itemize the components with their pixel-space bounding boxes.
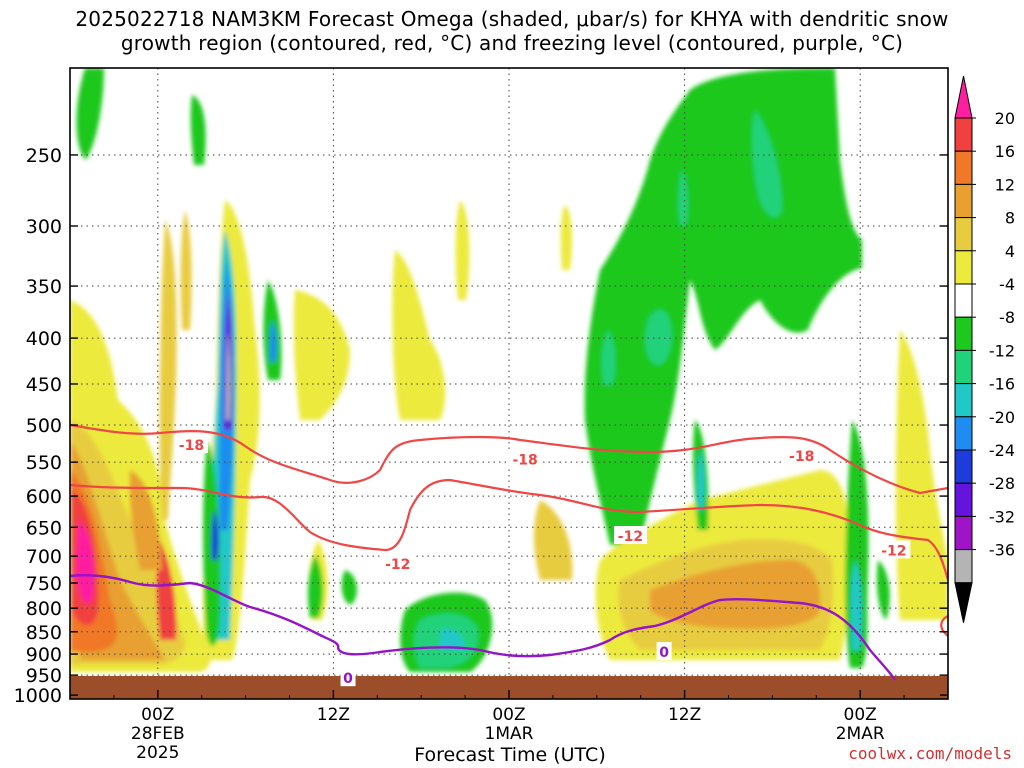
y-tick-label: 800: [26, 598, 62, 620]
contour-label-bg: [381, 553, 415, 572]
contour-minus-18: [70, 423, 948, 495]
contour-label: -18: [789, 449, 814, 465]
colorbar-segment: [954, 449, 973, 484]
x-tick-label: 12Z: [668, 705, 701, 725]
y-tick-label: 850: [26, 622, 62, 644]
contour-label: -12: [385, 557, 410, 573]
colorbar-segment: [954, 549, 973, 584]
contour-label: -12: [618, 529, 643, 545]
y-tick-label: 300: [26, 216, 62, 238]
x-axis-label: Forecast Time (UTC): [414, 744, 606, 766]
contour-label-bg: [877, 540, 911, 559]
colorbar-top-arrow: [954, 75, 973, 119]
x-tick-label: 00Z: [141, 705, 174, 725]
x-tick-label: 1MAR: [485, 724, 534, 744]
colorbar-label: 8: [1005, 209, 1015, 228]
colorbar-label: 4: [1005, 242, 1015, 261]
colorbar-segment: [954, 250, 973, 285]
contour-label-bg: [656, 642, 672, 661]
colorbar-segment: [954, 316, 973, 351]
x-tick-label: 28FEB: [131, 724, 185, 744]
y-tick-label: 600: [26, 486, 62, 508]
ground-strip: [70, 676, 948, 699]
y-tick-label: 950: [26, 665, 62, 687]
colorbar-segment: [954, 482, 973, 517]
y-tick-label: 700: [26, 546, 62, 568]
colorbar-segment: [954, 515, 973, 551]
contour-label-bg: [174, 435, 208, 454]
contour-label: 0: [659, 645, 669, 661]
colorbar-segment: [954, 283, 973, 318]
y-tick-label: 450: [26, 374, 62, 396]
site-credit: coolwx.com/models: [848, 744, 1012, 763]
contour-minus-12: [70, 478, 948, 581]
colorbar-label: -28: [989, 474, 1015, 493]
colorbar-label: -4: [999, 275, 1015, 294]
colorbar-segment: [954, 349, 973, 385]
omega-shading: [70, 68, 948, 672]
y-tick-label: 250: [26, 145, 62, 167]
colorbar-label: 16: [995, 142, 1015, 161]
y-axis: 2503003504004505005506006507007508008509…: [14, 145, 948, 707]
colorbar-label: -24: [989, 441, 1015, 460]
contour-label-bg: [785, 446, 819, 465]
colorbar: 20 16 12 8 4 -4 -8 -12 -16 -20 -24 -28 -32 -36: [954, 75, 1015, 623]
contour-label: -12: [881, 543, 906, 559]
grid-lines: [70, 68, 948, 676]
colorbar-label: -32: [989, 507, 1015, 526]
colorbar-label: -16: [989, 375, 1015, 394]
colorbar-label: 12: [995, 175, 1015, 194]
y-tick-label: 500: [26, 415, 62, 437]
colorbar-segment: [954, 217, 973, 252]
x-tick-label: 2MAR: [836, 724, 885, 744]
colorbar-segment: [954, 117, 973, 152]
y-tick-label: 550: [26, 452, 62, 474]
colorbar-label: -8: [999, 308, 1015, 327]
x-tick-label: 00Z: [492, 705, 525, 725]
contour-label-bg: [508, 449, 542, 468]
y-tick-label: 350: [26, 276, 62, 298]
colorbar-label: -36: [989, 541, 1015, 560]
colorbar-segment: [954, 416, 973, 451]
colorbar-segment: [954, 183, 973, 219]
contour-minus-12-right-edge: [940, 615, 948, 637]
y-tick-label: 750: [26, 573, 62, 595]
y-tick-label: 650: [26, 517, 62, 539]
colorbar-label: 20: [995, 109, 1015, 128]
x-tick-label: 12Z: [317, 705, 350, 725]
y-tick-label: 1000: [14, 685, 62, 707]
freezing-level-contour: [70, 574, 897, 681]
colorbar-label: -20: [989, 408, 1015, 427]
chart-title-line-2: growth region (contoured, red, °C) and f…: [120, 31, 904, 55]
y-tick-label: 400: [26, 328, 62, 350]
contour-label: -18: [512, 453, 537, 469]
contour-labels: -18 -18 -18 -12 -12 -12 0 0: [174, 435, 911, 687]
colorbar-segment: [954, 150, 973, 185]
x-tick-label: 00Z: [844, 705, 877, 725]
y-tick-label: 900: [26, 644, 62, 666]
colorbar-bottom-arrow: [954, 582, 973, 623]
contour-label: -18: [179, 438, 204, 454]
colorbar-label: -12: [989, 341, 1015, 360]
colorbar-segment: [954, 383, 973, 418]
contour-label-bg: [340, 668, 356, 687]
contour-label: 0: [343, 671, 353, 687]
x-tick-label: 2025: [136, 743, 179, 763]
chart-title-line-1: 2025022718 NAM3KM Forecast Omega (shaded…: [75, 7, 949, 31]
contour-label-bg: [613, 525, 647, 544]
